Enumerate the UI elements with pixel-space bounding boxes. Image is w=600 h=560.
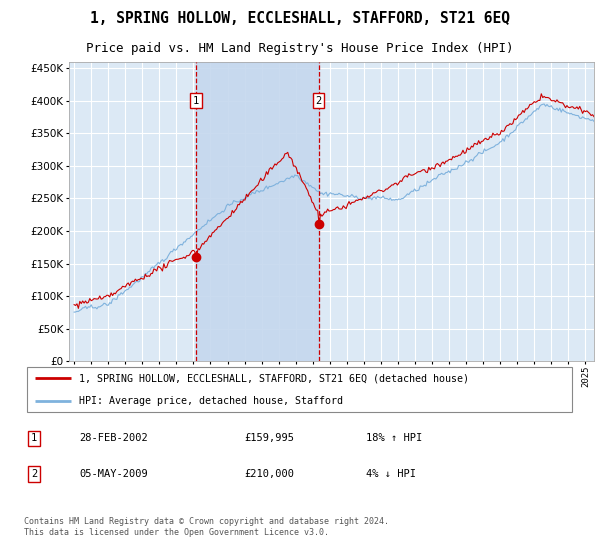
Text: 05-MAY-2009: 05-MAY-2009	[79, 469, 148, 479]
Text: 2: 2	[316, 96, 322, 106]
Text: 2: 2	[31, 469, 37, 479]
Text: 1: 1	[31, 433, 37, 444]
Text: Contains HM Land Registry data © Crown copyright and database right 2024.
This d: Contains HM Land Registry data © Crown c…	[24, 517, 389, 537]
Text: 1: 1	[193, 96, 199, 106]
Text: £159,995: £159,995	[245, 433, 295, 444]
Text: 1, SPRING HOLLOW, ECCLESHALL, STAFFORD, ST21 6EQ (detached house): 1, SPRING HOLLOW, ECCLESHALL, STAFFORD, …	[79, 374, 469, 384]
Text: 28-FEB-2002: 28-FEB-2002	[79, 433, 148, 444]
Text: 1, SPRING HOLLOW, ECCLESHALL, STAFFORD, ST21 6EQ: 1, SPRING HOLLOW, ECCLESHALL, STAFFORD, …	[90, 11, 510, 26]
Text: £210,000: £210,000	[245, 469, 295, 479]
Bar	[196, 62, 319, 361]
Text: 4% ↓ HPI: 4% ↓ HPI	[366, 469, 416, 479]
FancyBboxPatch shape	[27, 367, 572, 412]
Text: 18% ↑ HPI: 18% ↑ HPI	[366, 433, 422, 444]
Text: HPI: Average price, detached house, Stafford: HPI: Average price, detached house, Staf…	[79, 396, 343, 406]
Text: Price paid vs. HM Land Registry's House Price Index (HPI): Price paid vs. HM Land Registry's House …	[86, 42, 514, 55]
